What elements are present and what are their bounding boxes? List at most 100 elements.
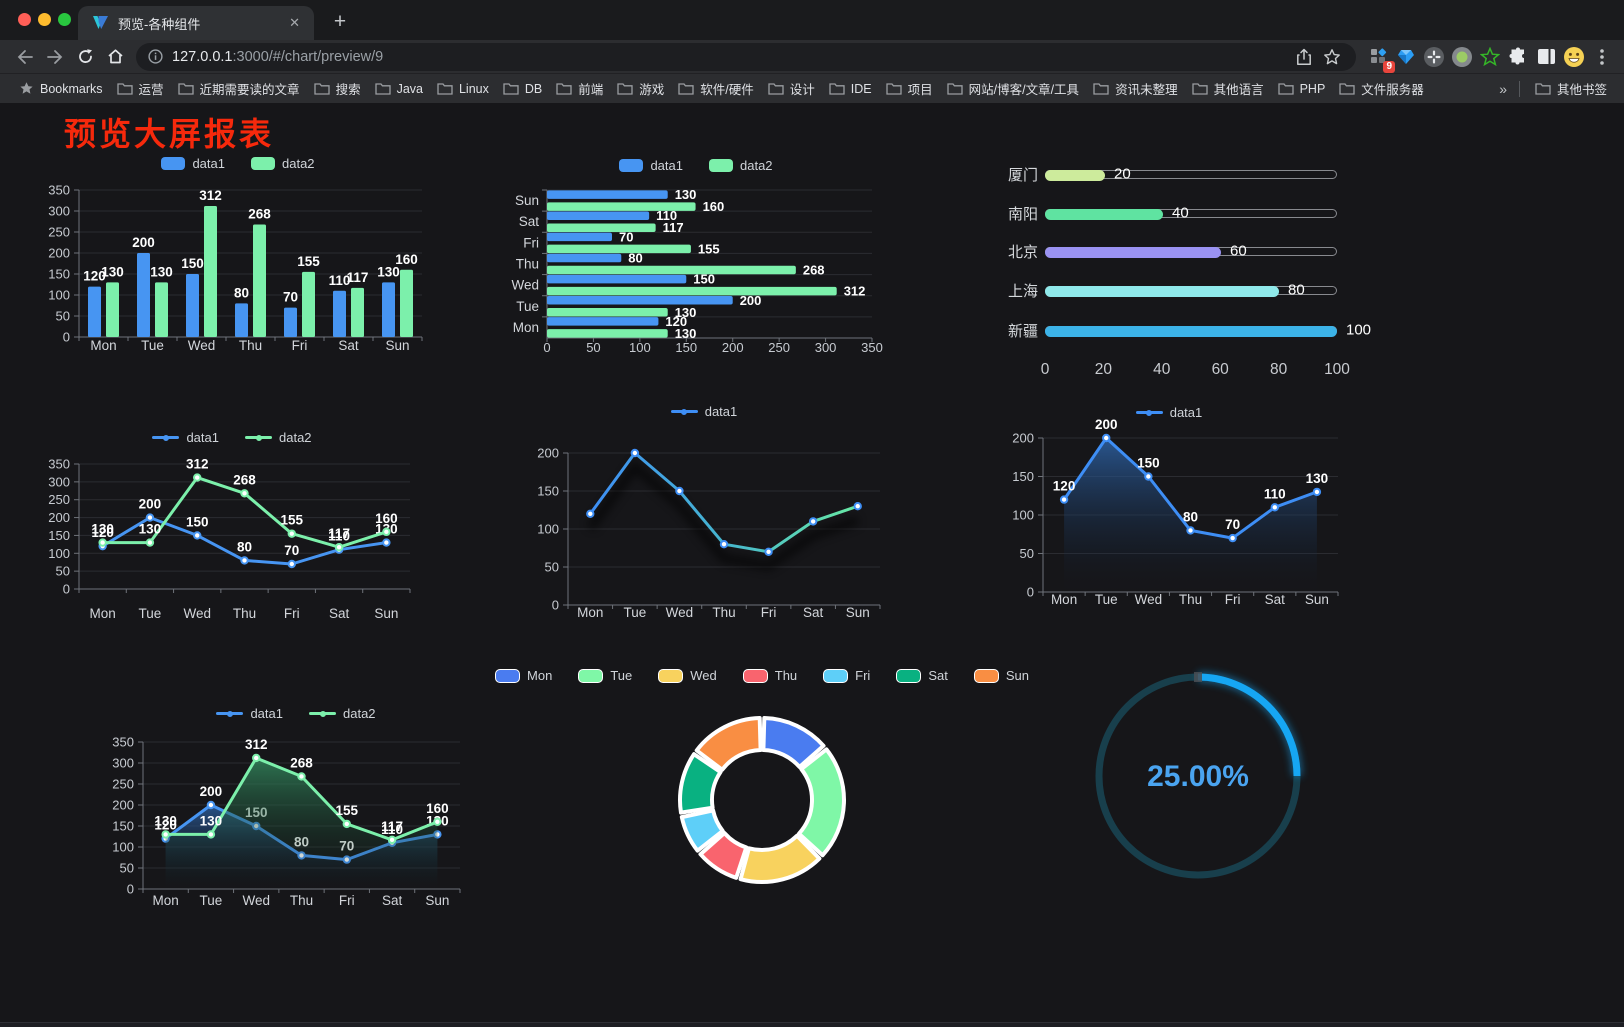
progress-row[interactable]: 新疆 100 [998,320,1371,340]
home-button[interactable] [100,43,130,71]
legend-item[interactable]: Mon [495,668,552,683]
bookmark-folder[interactable]: 运营 [110,79,171,98]
scrollbar-strip[interactable] [0,1022,1624,1027]
legend-item[interactable]: data1 [670,404,737,419]
bookmarks-overflow-button[interactable]: » [1499,80,1507,97]
bookmark-folder[interactable]: 游戏 [610,79,671,98]
legend-swatch [161,157,186,170]
bookmark-folder-label: 运营 [138,83,164,97]
svg-text:Sun: Sun [515,193,539,208]
horizontal-bar-chart[interactable]: data1 data2 0 50 100 150 200 250 300 350 Sun 130 160… [505,150,887,366]
bookmark-folder[interactable]: IDE [822,82,879,96]
bookmark-star-button[interactable] [1318,43,1346,71]
bookmark-folder[interactable]: 文件服务器 [1332,79,1431,98]
legend-swatch [658,668,684,683]
bookmark-folder[interactable]: Linux [430,82,496,96]
grouped-bar-chart[interactable]: data1 data2 0 50 100 150 200 250 300 350 Mon Tue Wed… [42,148,434,362]
progress-row[interactable]: 厦门 20 [998,164,1350,184]
progress-label: 厦门 [1008,166,1039,184]
legend-item[interactable]: data2 [709,158,773,173]
metrics-extension-icon[interactable]: 9 [1364,43,1395,73]
gauge-chart[interactable]: 25.00% [1080,655,1320,900]
browser-menu-button[interactable] [1588,43,1616,71]
svg-text:Mon: Mon [513,320,539,335]
url-text[interactable]: 127.0.0.1:3000/#/chart/preview/9 [172,49,1290,65]
window-close-button[interactable] [18,13,31,26]
progress-value: 80 [1288,281,1305,299]
forward-button[interactable] [40,43,70,71]
bookmark-folder[interactable]: 资讯未整理 [1086,79,1185,98]
svg-text:Wed: Wed [1135,592,1163,607]
bookmark-folder[interactable]: 搜索 [307,79,368,98]
other-bookmarks-button[interactable]: 其他书签 [1528,79,1614,98]
progress-fill [1045,246,1221,258]
emoji-extension-icon[interactable] [1560,43,1588,71]
record-circle-extension-icon[interactable] [1448,43,1476,71]
window-titlebar: 预览-各种组件 ✕ + [0,0,1624,40]
reload-button[interactable] [70,43,100,71]
legend-item[interactable]: data1 [1135,405,1202,420]
svg-text:50: 50 [586,340,600,355]
chart-legend: data1 data2 [505,158,887,173]
legend-item[interactable]: data2 [245,430,312,445]
legend-item[interactable]: data1 [152,430,219,445]
progress-row[interactable]: 南阳 40 [998,203,1350,223]
bookmark-folder[interactable]: 前端 [549,79,610,98]
new-tab-button[interactable]: + [333,10,347,33]
sidebar-extension-icon[interactable] [1532,43,1560,71]
legend-item[interactable]: Sun [973,668,1029,683]
svg-text:0: 0 [552,598,559,613]
donut-chart[interactable]: Mon Tue Wed Thu Fri Sat Sun [495,660,1029,895]
svg-text:Tue: Tue [200,893,223,908]
legend-item[interactable]: data2 [309,706,376,721]
area-line-chart[interactable]: data1 0 50 100 150 200 Mon Tue Wed Thu Fri Sat Sun 12… [993,385,1345,615]
legend-item[interactable]: Sat [896,668,948,683]
legend-label: data1 [186,430,219,445]
folder-icon [1093,83,1109,95]
legend-item[interactable]: Thu [742,668,797,683]
svg-text:150: 150 [675,340,697,355]
legend-item[interactable]: Tue [578,668,632,683]
bookmark-folder[interactable]: DB [496,82,549,96]
gradient-line-chart[interactable]: data1 0 50 100 150 200 Mon Tue Wed Thu Fri Sat Sun [518,398,890,624]
bookmark-folder[interactable]: 项目 [879,79,940,98]
back-button[interactable] [10,43,40,71]
browser-tab[interactable]: 预览-各种组件 ✕ [78,6,314,40]
bookmarks-manager[interactable]: Bookmarks [12,81,110,96]
green-star-extension-icon[interactable] [1476,43,1504,71]
progress-row[interactable]: 北京 60 [998,241,1350,261]
puzzle-extension-icon[interactable] [1504,43,1532,71]
bookmark-folder[interactable]: 软件/硬件 [671,79,760,98]
legend-item[interactable]: Fri [823,668,870,683]
bookmark-folder[interactable]: PHP [1271,82,1333,96]
bookmark-folder-label: IDE [850,81,872,96]
legend-item[interactable]: data1 [619,158,683,173]
window-minimize-button[interactable] [38,13,51,26]
legend-item[interactable]: data1 [216,706,283,721]
address-bar[interactable]: 127.0.0.1:3000/#/chart/preview/9 [136,42,1356,71]
progress-track: 80 [1045,282,1337,299]
svg-text:100: 100 [112,840,134,855]
tab-close-button[interactable]: ✕ [289,15,300,30]
bookmark-folder[interactable]: 设计 [761,79,822,98]
gem-extension-icon[interactable] [1392,43,1420,71]
axis-tick-label: 40 [1153,361,1171,378]
legend-item[interactable]: Wed [658,668,717,683]
legend-item[interactable]: data2 [251,156,315,171]
svg-text:0: 0 [127,882,134,897]
page-info-icon[interactable] [148,49,163,64]
window-zoom-button[interactable] [58,13,71,26]
bookmark-folder[interactable]: 其他语言 [1185,79,1271,98]
legend-item[interactable]: data1 [161,156,225,171]
bookmark-folder[interactable]: Java [368,82,430,96]
dark-circle-extension-icon[interactable] [1420,43,1448,71]
two-area-line-chart[interactable]: data1 data2 0 50 100 150 200 250 300 350 Mon Tue Wed… [108,676,484,918]
bookmark-folder[interactable]: 近期需要读的文章 [171,79,307,98]
share-button[interactable] [1290,43,1318,71]
progress-bar-chart[interactable]: 厦门 20 南阳 40 北京 60 上海 80 新疆 100 0 20 40 60 80 100 [998,156,1371,388]
bookmark-folder[interactable]: 网站/博客/文章/工具 [940,79,1086,98]
svg-text:Sat: Sat [382,893,403,908]
progress-row[interactable]: 上海 80 [998,280,1350,300]
svg-text:70: 70 [1225,517,1240,532]
two-series-line-chart[interactable]: data1 data2 0 50 100 150 200 250 300 350 Mon Tue Wed… [45,424,419,636]
